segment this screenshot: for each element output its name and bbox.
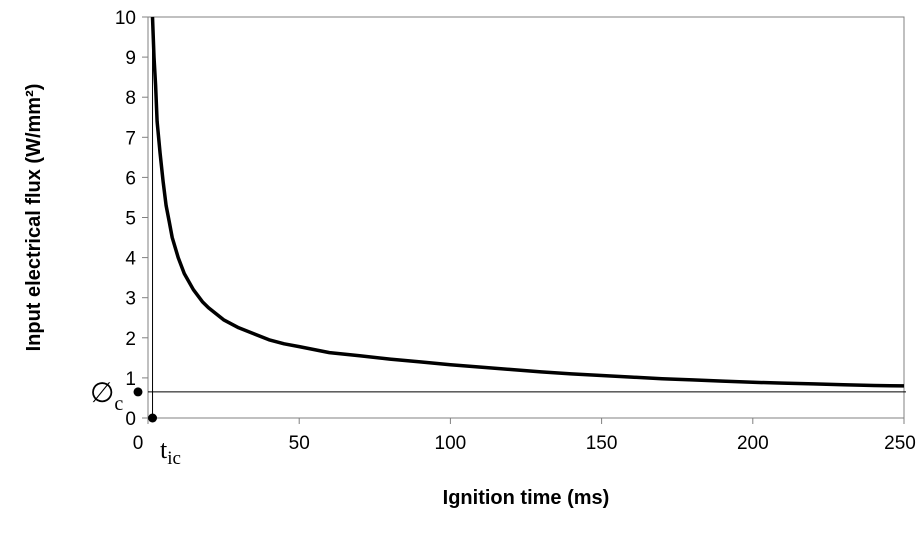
y-tick-label: 2	[125, 329, 136, 350]
y-tick-label: 9	[125, 48, 136, 69]
x-tick-label: 200	[737, 433, 769, 454]
x-tick-label: 0	[133, 433, 144, 454]
y-axis-title: Input electrical flux (W/mm²)	[23, 84, 45, 352]
critical-time-label: tic	[160, 435, 181, 469]
series-line	[150, 16, 905, 388]
y-tick-label: 7	[125, 128, 136, 149]
critical-flux-dot	[133, 387, 143, 397]
critical-flux-label: ∅c	[90, 378, 123, 415]
y-tick-label: 3	[125, 289, 136, 310]
x-tick-label: 150	[586, 433, 618, 454]
y-tick-label: 8	[125, 88, 136, 109]
y-axis-ticks: 0 1 2 3 4 5 6 7 8 9 10	[115, 8, 148, 430]
x-tick-label: 50	[289, 433, 310, 454]
x-axis-title: Ignition time (ms)	[443, 487, 610, 509]
critical-time-dot	[148, 413, 158, 423]
y-tick-label: 0	[125, 409, 136, 430]
x-axis-ticks: 0 50 100 150 200 250	[133, 418, 916, 454]
y-tick-label: 4	[125, 249, 136, 270]
plot-frame	[147, 16, 905, 419]
y-tick-label: 1	[125, 369, 136, 390]
y-tick-label: 5	[125, 209, 136, 230]
x-tick-label: 100	[435, 433, 467, 454]
y-tick-label: 6	[125, 168, 136, 189]
y-tick-label: 10	[115, 8, 136, 29]
x-tick-label: 250	[884, 433, 916, 454]
